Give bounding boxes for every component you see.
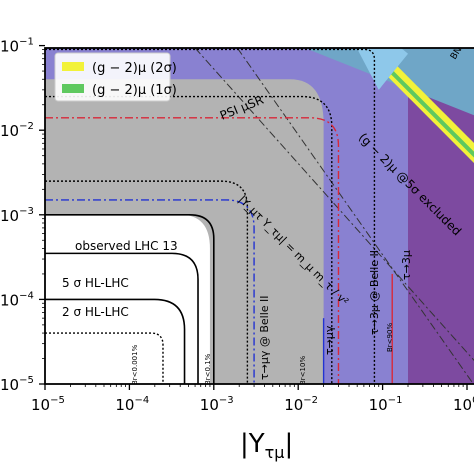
label-hl-2sigma: 2 σ HL-LHC — [62, 305, 129, 319]
label-tau-3mu: τ→3μ — [400, 250, 413, 280]
tau-3mu-belle-limit — [45, 117, 340, 384]
legend-swatch — [62, 84, 84, 93]
label-br-0001: Br<0.001% — [131, 344, 139, 385]
lhc13-contour — [45, 214, 215, 384]
label-tau-mugamma-belle: τ→μγ @ Belle II — [258, 295, 271, 380]
y-tick-label: 10−1 — [0, 37, 34, 56]
label-hl-5sigma: 5 σ HL-LHC — [62, 276, 129, 290]
y-tick-label: 10−5 — [0, 375, 34, 394]
x-tick-label: 100 — [453, 395, 474, 414]
br-01-contour — [45, 180, 249, 384]
y-tick-label: 10−4 — [0, 290, 34, 309]
x-tick-label: 10−4 — [115, 395, 149, 414]
x-tick-label: 10−3 — [200, 395, 234, 414]
label-lhc13: observed LHC 13 — [75, 239, 178, 253]
g2-5sigma-excluded — [356, 48, 409, 90]
g2-2sigma-band — [359, 48, 474, 164]
label-br-10: Br<10% — [299, 356, 307, 385]
bnl-region — [304, 48, 474, 116]
hl-lhc-5sigma-contour — [45, 252, 199, 384]
x-axis-label: |Yτμ| — [240, 429, 293, 462]
label-br-01: Br<0.1% — [204, 353, 212, 385]
br-10-contour — [45, 95, 333, 384]
x-tick-label: 10−1 — [369, 395, 403, 414]
tau-mugamma-belle-limit — [45, 199, 255, 384]
g2-1sigma-band — [364, 48, 474, 158]
plot-frame — [44, 47, 474, 385]
legend-label: (g − 2)μ (1σ) — [92, 83, 177, 98]
hl-lhc-2sigma-contour — [45, 298, 186, 384]
diagonal-yukawa-line — [236, 48, 474, 384]
label-br-90: Br<90% — [386, 323, 394, 352]
x-tick-label: 10−2 — [284, 395, 318, 414]
x-tick-label: 10−5 — [31, 395, 65, 414]
br-0001-contour — [45, 332, 164, 384]
y-tick-label: 10−3 — [0, 206, 34, 225]
label-tau-3mu-belle: τ→3μ @ Belle II — [368, 250, 381, 335]
y-tick-label: 10−2 — [0, 121, 34, 140]
label-tau-mugamma: τ→μγ — [323, 325, 336, 355]
legend-label: (g − 2)μ (2σ) — [92, 61, 177, 76]
legend-swatch — [62, 62, 84, 71]
